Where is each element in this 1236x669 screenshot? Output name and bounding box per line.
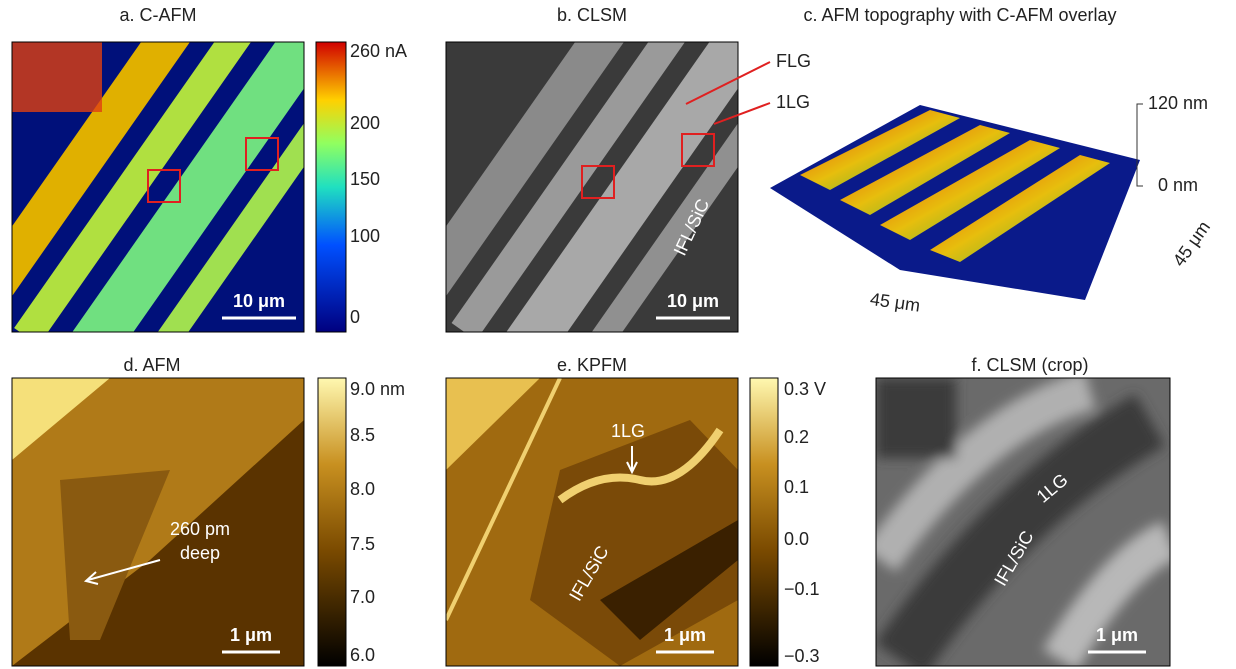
panel-title: f. CLSM (crop) [971, 355, 1088, 375]
panel-title: b. CLSM [557, 5, 627, 25]
colorbar-label: 9.0 nm [350, 379, 405, 399]
scale-bar: 1 μm [230, 625, 272, 645]
scale-bar: 10 μm [667, 291, 719, 311]
axis-label: 0 nm [1158, 175, 1198, 195]
annotation: 1LG [611, 421, 645, 441]
annotation: deep [180, 543, 220, 563]
colorbar-label: −0.1 [784, 579, 820, 599]
panel-title: a. C-AFM [119, 5, 196, 25]
clsm-image [402, 0, 811, 406]
axis-label: 120 nm [1148, 93, 1208, 113]
colorbar-label: 260 nA [350, 41, 407, 61]
annotation: 1LG [776, 92, 810, 112]
clsm-crop-image [876, 378, 1170, 666]
figure: a. C-AFM 10 μm 260 nA 200 150 100 0 b. C… [0, 0, 1236, 669]
panel-title: e. KPFM [557, 355, 627, 375]
panel-title: d. AFM [123, 355, 180, 375]
colorbar-label: 200 [350, 113, 380, 133]
colorbar-label: −0.3 [784, 646, 820, 666]
afm-image [12, 378, 304, 666]
scale-bar: 1 μm [1096, 625, 1138, 645]
colorbar-label: 0.3 V [784, 379, 826, 399]
panel-title: c. AFM topography with C-AFM overlay [803, 5, 1116, 25]
colorbar-label: 0.2 [784, 427, 809, 447]
annotation: FLG [776, 51, 811, 71]
kpfm-image [446, 378, 738, 666]
colorbar-label: 0.1 [784, 477, 809, 497]
colorbar-label: 7.5 [350, 534, 375, 554]
colorbar-label: 0.0 [784, 529, 809, 549]
scale-bar: 1 μm [664, 625, 706, 645]
scale-bar: 10 μm [233, 291, 285, 311]
colorbar-label: 8.5 [350, 425, 375, 445]
colorbar-label: 8.0 [350, 479, 375, 499]
colorbar-label: 150 [350, 169, 380, 189]
colorbar-label: 0 [350, 307, 360, 327]
colorbar-label: 100 [350, 226, 380, 246]
axis-label: 45 μm [869, 289, 922, 316]
colorbar-label: 7.0 [350, 587, 375, 607]
annotation: 260 pm [170, 519, 230, 539]
colorbar-label: 6.0 [350, 645, 375, 665]
axis-label: 45 μm [1169, 217, 1214, 270]
